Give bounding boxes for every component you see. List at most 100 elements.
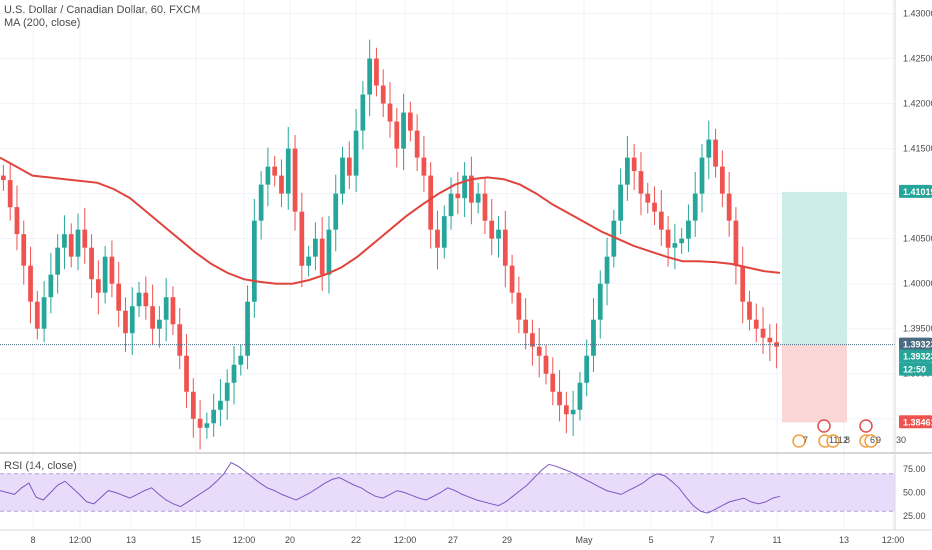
time-tick-label: 13 xyxy=(839,535,849,545)
candle-body xyxy=(89,247,94,280)
candle-body xyxy=(360,94,366,131)
candle-body xyxy=(143,292,149,307)
candle-body xyxy=(726,193,732,221)
candle-body xyxy=(441,216,447,248)
candle-body xyxy=(279,175,284,194)
price-tag xyxy=(899,337,932,351)
us-flag-icon xyxy=(826,434,840,448)
time-tick-label: 22 xyxy=(351,535,361,545)
price-tick-label: 1.42500 xyxy=(903,54,932,64)
candle-body xyxy=(618,184,623,221)
candle-body xyxy=(421,157,427,176)
candle-body xyxy=(204,423,210,428)
candle-body xyxy=(597,283,603,320)
target-zone xyxy=(782,191,847,345)
candle-body xyxy=(319,238,325,275)
candle-body xyxy=(353,130,359,176)
time-tick-label: 12:00 xyxy=(233,535,256,545)
candle-body xyxy=(374,58,379,86)
candle-body xyxy=(346,157,352,176)
price-tick-label: 1.40500 xyxy=(903,234,932,244)
candle-body xyxy=(591,319,596,356)
candle-body xyxy=(414,130,420,158)
candle-body xyxy=(733,220,739,266)
candle-body xyxy=(686,220,691,239)
time-tick-label: 12:00 xyxy=(394,535,417,545)
candle-body xyxy=(455,193,461,199)
time-tick-label: 11 xyxy=(772,535,781,545)
candle-body xyxy=(34,301,40,329)
candle-body xyxy=(509,265,515,293)
time-tick-label: 8 xyxy=(30,535,35,545)
candle-body xyxy=(563,405,569,415)
us-flag-icon xyxy=(864,434,878,448)
candle-body xyxy=(224,382,230,401)
candle-body xyxy=(536,346,542,356)
candle-body xyxy=(380,85,386,104)
candle-body xyxy=(292,148,298,212)
candle-body xyxy=(496,229,501,239)
candle-body xyxy=(157,319,162,329)
candle-body xyxy=(109,256,115,284)
candle-body xyxy=(62,234,67,248)
time-tick-label: 15 xyxy=(191,535,201,545)
rsi-tick-label: 75.00 xyxy=(903,464,926,474)
candle-body xyxy=(760,328,766,338)
candle-body xyxy=(611,220,617,257)
candle-body xyxy=(482,193,488,221)
candle-body xyxy=(658,211,664,230)
price-tag-label: 1.39323 xyxy=(903,340,932,350)
price-tick-label: 1.40000 xyxy=(903,279,932,289)
candle-body xyxy=(740,265,746,302)
candle-body xyxy=(523,319,529,334)
rsi-legend: RSI (14, close) xyxy=(4,460,77,472)
event-count: 12 xyxy=(838,435,848,445)
candle-body xyxy=(170,297,176,325)
time-tick-label: May xyxy=(575,535,593,545)
candle-body xyxy=(326,229,332,275)
event-count: 6 xyxy=(870,435,875,445)
symbol-title: U.S. Dollar / Canadian Dollar, 60, FXCM xyxy=(4,4,201,16)
price-tick-label: 1.39500 xyxy=(903,324,932,334)
candle-body xyxy=(625,157,630,185)
candle-body xyxy=(258,184,264,221)
event-count: 7 xyxy=(803,435,808,445)
candle-body xyxy=(265,166,271,185)
candle-body xyxy=(184,355,189,392)
candle-body xyxy=(577,382,583,410)
canada-flag-icon xyxy=(817,419,831,433)
ma-legend: MA (200, close) xyxy=(4,17,81,29)
candle-body xyxy=(75,229,81,257)
candle-body xyxy=(604,256,610,284)
candle-body xyxy=(272,166,278,176)
candle-body xyxy=(489,220,495,239)
candle-body xyxy=(211,409,217,424)
candle-body xyxy=(462,175,467,199)
candle-body xyxy=(747,301,752,320)
us-flag-icon xyxy=(792,434,806,448)
candle-body xyxy=(306,256,311,266)
candle-body xyxy=(713,139,718,167)
price-tag-label: 1.39323 xyxy=(903,352,932,362)
candle-body xyxy=(448,193,454,217)
canada-flag-icon xyxy=(859,419,873,433)
candle-body xyxy=(394,121,400,149)
candle-body xyxy=(102,256,108,293)
candle-body xyxy=(251,220,257,302)
event-count: 9 xyxy=(876,435,881,445)
candle-body xyxy=(753,319,759,329)
candle-body xyxy=(231,364,237,383)
time-tick-label: 29 xyxy=(502,535,512,545)
rsi-tick-label: 25.00 xyxy=(903,511,926,521)
candle-body xyxy=(190,391,196,419)
time-tick-label: 20 xyxy=(285,535,295,545)
event-count: 8 xyxy=(845,435,850,445)
candle-body xyxy=(435,229,440,248)
time-tick-label: 5 xyxy=(648,535,653,545)
candle-body xyxy=(706,139,712,158)
ma-line xyxy=(0,156,781,285)
candle-body xyxy=(163,297,169,320)
candle-body xyxy=(387,103,393,122)
price-tag xyxy=(899,349,932,363)
